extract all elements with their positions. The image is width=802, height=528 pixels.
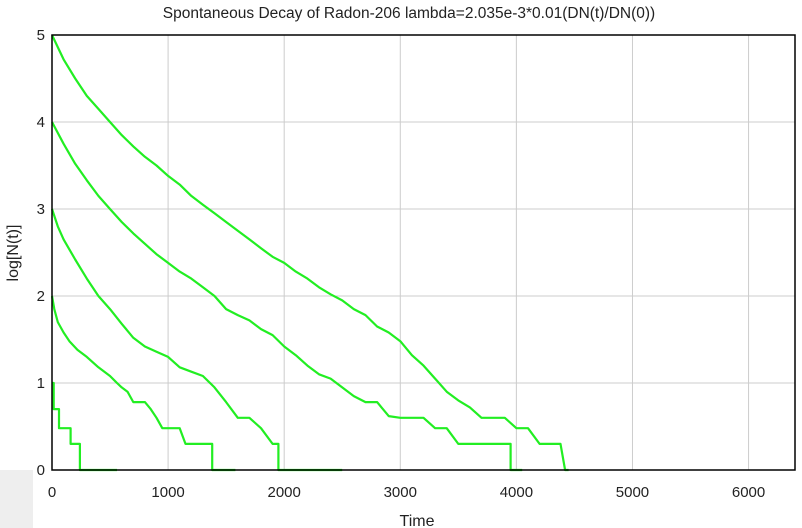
chart-title: Spontaneous Decay of Radon-206 lambda=2.… — [163, 5, 655, 22]
x-tick-label: 1000 — [151, 484, 184, 501]
series-line-3 — [50, 208, 343, 472]
bottom-left-panel — [0, 470, 33, 528]
x-tick-label: 3000 — [384, 484, 417, 501]
x-tick-label: 4000 — [500, 484, 533, 501]
y-tick-label: 5 — [37, 27, 45, 44]
y-tick-label: 3 — [37, 201, 45, 218]
y-tick-label: 1 — [37, 375, 45, 392]
x-tick-label: 2000 — [268, 484, 301, 501]
x-tick-labels: 0 1000 2000 3000 4000 5000 6000 — [48, 484, 765, 501]
x-tick-label: 5000 — [616, 484, 649, 501]
series-line-5 — [51, 34, 569, 472]
series-group — [50, 34, 569, 472]
y-tick-label: 0 — [37, 462, 45, 479]
x-tick-label: 6000 — [732, 484, 765, 501]
grid — [51, 34, 795, 471]
x-tick-label: 0 — [48, 484, 56, 501]
y-axis-title: log[N(t)] — [5, 225, 22, 282]
y-tick-label: 2 — [37, 288, 45, 305]
y-tick-label: 4 — [37, 114, 45, 131]
series-line-1 — [52, 381, 117, 472]
series-line-4 — [51, 121, 523, 472]
series-line-2 — [50, 295, 236, 472]
left-strip — [0, 0, 33, 528]
y-tick-labels: 0 1 2 3 4 5 — [37, 27, 45, 479]
plot-frame — [51, 34, 796, 471]
x-axis-title: Time — [400, 513, 435, 528]
